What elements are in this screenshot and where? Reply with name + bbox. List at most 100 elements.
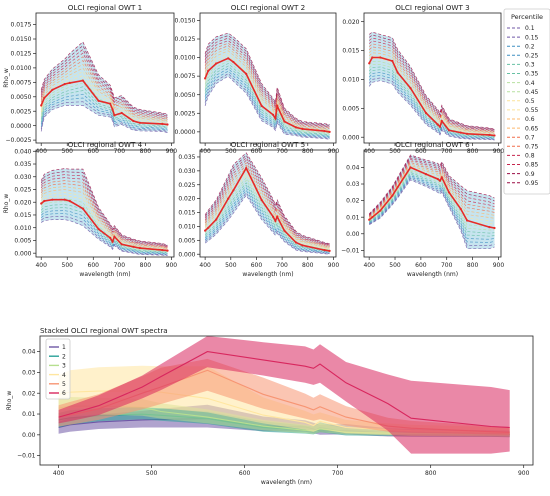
percentile-line-0.15 bbox=[204, 192, 330, 254]
median-point bbox=[409, 166, 412, 169]
percentile-line-0.65 bbox=[40, 186, 168, 250]
y-tick-label: 0.020 bbox=[178, 196, 195, 203]
median-point bbox=[488, 226, 491, 229]
percentile-line-0.85 bbox=[368, 37, 495, 131]
median-point bbox=[447, 191, 451, 194]
y-tick-label: 0.0050 bbox=[175, 92, 196, 99]
y-tick-label: 0.030 bbox=[14, 174, 31, 181]
median-point bbox=[109, 236, 112, 239]
x-tick-label: 700 bbox=[114, 262, 126, 269]
percentile-line-0.9 bbox=[40, 45, 168, 116]
y-tick-label: 0.0050 bbox=[11, 94, 32, 101]
median-point bbox=[166, 249, 169, 252]
percentile-legend-label-0.6: 0.6 bbox=[525, 116, 535, 123]
x-tick-label: 700 bbox=[441, 148, 453, 155]
median-point bbox=[447, 129, 451, 132]
median-point bbox=[81, 207, 84, 210]
median-point bbox=[276, 215, 279, 218]
median-point bbox=[396, 71, 399, 74]
y-tick-label: 0.03 bbox=[346, 181, 360, 188]
percentile-line-0.2 bbox=[369, 176, 495, 243]
median-point bbox=[113, 235, 116, 238]
percentile-line-0.7 bbox=[368, 161, 495, 218]
percentile-line-0.6 bbox=[368, 164, 495, 219]
y-tick-label: 0.035 bbox=[178, 154, 195, 161]
median-point bbox=[40, 104, 43, 107]
x-tick-label: 800 bbox=[467, 148, 479, 155]
percentile-line-0.95 bbox=[368, 31, 495, 130]
plot-area bbox=[204, 32, 331, 140]
y-tick-label: 0.025 bbox=[14, 187, 31, 194]
panel-4: 400 500 600 700 800 900 0.000 0.005 0.010 0.015 0.… bbox=[3, 140, 177, 278]
plot-frame bbox=[35, 149, 175, 258]
median-point bbox=[63, 83, 66, 86]
median-point bbox=[207, 69, 210, 72]
percentile-line-0.55 bbox=[40, 192, 168, 251]
y-tick-label: 0.000 bbox=[178, 251, 195, 258]
y-tick-label: 0.00 bbox=[22, 432, 36, 439]
x-tick-label: 600 bbox=[415, 262, 427, 269]
median-point bbox=[438, 179, 442, 182]
percentile-legend-label-0.2: 0.2 bbox=[525, 43, 535, 50]
y-tick-label: 0.0125 bbox=[11, 51, 32, 58]
percentile-line-0.2 bbox=[204, 189, 330, 254]
plot-area bbox=[40, 168, 169, 257]
stacked-legend-label-6: 6 bbox=[62, 390, 66, 397]
y-tick-label: 0.000 bbox=[342, 134, 359, 141]
stacked-legend-label-1: 1 bbox=[62, 344, 66, 351]
percentile-line-0.7 bbox=[368, 46, 495, 133]
median-point bbox=[459, 131, 462, 134]
percentile-legend-label-0.8: 0.8 bbox=[525, 153, 535, 160]
median-point bbox=[232, 189, 235, 192]
percentile-legend-label-0.15: 0.15 bbox=[525, 34, 539, 41]
median-point bbox=[276, 104, 279, 107]
percentile-line-0.6 bbox=[368, 52, 495, 135]
y-tick-label: −0.0025 bbox=[5, 137, 31, 144]
median-point bbox=[43, 199, 46, 203]
x-tick-label: 600 bbox=[88, 262, 100, 269]
median-point bbox=[323, 249, 326, 252]
percentile-line-0.6 bbox=[204, 169, 330, 249]
x-tick-label: 500 bbox=[389, 262, 401, 269]
median-point bbox=[51, 88, 54, 91]
percentile-line-0.65 bbox=[204, 47, 330, 131]
percentile-line-0.75 bbox=[204, 42, 330, 129]
plot-area bbox=[40, 41, 169, 133]
median-point bbox=[215, 218, 218, 221]
median-point bbox=[424, 111, 428, 115]
percentile-envelope bbox=[205, 33, 330, 140]
panel-title: Stacked OLCI regional OWT spectra bbox=[40, 326, 168, 335]
x-tick-label: 800 bbox=[140, 262, 152, 269]
y-tick-label: 0.0000 bbox=[11, 123, 32, 130]
percentile-line-0.7 bbox=[204, 45, 330, 130]
percentile-line-0.9 bbox=[204, 154, 330, 245]
percentile-line-0.1 bbox=[41, 219, 168, 257]
percentile-legend-label-0.3: 0.3 bbox=[525, 62, 535, 69]
median-point bbox=[166, 123, 169, 126]
x-tick-label: 400 bbox=[363, 148, 375, 155]
y-tick-label: 0.02 bbox=[22, 390, 36, 397]
x-axis-label: wavelength (nm) bbox=[242, 271, 293, 278]
percentile-line-0.75 bbox=[40, 180, 168, 248]
x-tick-label: 700 bbox=[114, 148, 126, 155]
panel-title: OLCI regional OWT 2 bbox=[231, 3, 306, 12]
percentile-line-0.1 bbox=[40, 105, 168, 133]
stacked-legend-label-2: 2 bbox=[62, 353, 66, 360]
x-tick-label: 500 bbox=[225, 148, 237, 155]
x-tick-label: 500 bbox=[146, 470, 158, 477]
panel-title: OLCI regional OWT 6 bbox=[395, 140, 470, 149]
percentile-legend-label-0.75: 0.75 bbox=[525, 144, 539, 151]
y-tick-label: 0.02 bbox=[346, 198, 360, 205]
owt-band-6 bbox=[58, 336, 510, 454]
x-tick-label: 600 bbox=[415, 148, 427, 155]
y-tick-label: 0.010 bbox=[342, 77, 359, 84]
median-point bbox=[493, 226, 496, 230]
stacked-legend-label-4: 4 bbox=[62, 372, 66, 379]
percentile-line-0.25 bbox=[40, 210, 168, 255]
percentile-line-0.95 bbox=[40, 168, 168, 246]
median-point bbox=[207, 226, 210, 229]
x-tick-label: 700 bbox=[276, 148, 288, 155]
y-axis-label: Rho_w bbox=[6, 391, 13, 411]
percentile-line-0.25 bbox=[369, 175, 495, 240]
y-tick-label: 0.0075 bbox=[175, 73, 196, 80]
